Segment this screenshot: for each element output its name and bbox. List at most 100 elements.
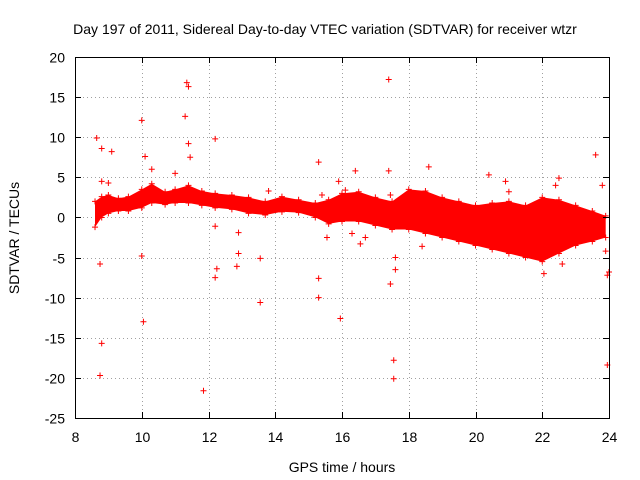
data-point [200, 387, 207, 394]
data-point [315, 275, 322, 282]
band-edge-point [472, 202, 479, 209]
data-point [212, 135, 219, 142]
x-tick-label: 18 [402, 429, 418, 445]
data-point [390, 357, 397, 364]
band-edge-point [505, 198, 512, 205]
band-edge-point [355, 188, 362, 195]
band-edge-point [198, 202, 205, 209]
band-edge-point [589, 208, 596, 215]
band-edge-point [405, 226, 412, 233]
band-edge-point [439, 234, 446, 241]
data-point [148, 166, 155, 173]
band-edge-point [472, 242, 479, 249]
band-edge-point [98, 214, 105, 221]
y-tick-label: -15 [45, 331, 65, 347]
band-edge-point [295, 209, 302, 216]
x-tick-label: 10 [135, 429, 151, 445]
x-tick-label: 22 [535, 429, 551, 445]
band-edge-point [422, 187, 429, 194]
band-edge-point [489, 200, 496, 207]
band-edge-point [105, 191, 112, 198]
data-point [138, 252, 145, 259]
data-point [385, 76, 392, 83]
band-edge-point [405, 186, 412, 193]
data-point [98, 340, 105, 347]
y-tick-label: -10 [45, 291, 65, 307]
data-point [265, 187, 272, 194]
band-edge-point [172, 186, 179, 193]
data-point [337, 315, 344, 322]
data-point [555, 175, 562, 182]
band-edge-point [325, 196, 332, 203]
y-tick-label: -20 [45, 371, 65, 387]
band-edge-point [138, 204, 145, 211]
band-edge-point [539, 258, 546, 265]
data-point [425, 163, 432, 170]
x-tick-label: 14 [268, 429, 284, 445]
data-series [92, 76, 612, 394]
data-point [419, 243, 426, 250]
band-edge-point [589, 238, 596, 245]
data-point [93, 135, 100, 142]
band-edge-point [162, 188, 169, 195]
band-edge-point [278, 193, 285, 200]
data-point [97, 260, 104, 267]
band-edge-point [372, 194, 379, 201]
band-edge-point [602, 234, 609, 241]
data-point [235, 229, 242, 236]
data-point [357, 240, 364, 247]
data-point [323, 234, 330, 241]
band-edge-point [245, 210, 252, 217]
band-edge-point [312, 200, 319, 207]
data-point [552, 182, 559, 189]
band-edge-point [455, 198, 462, 205]
data-point [172, 170, 179, 177]
band-edge-point [148, 180, 155, 187]
band-edge-point [555, 196, 562, 203]
dense-data-band [95, 183, 606, 262]
band-edge-point [115, 208, 122, 215]
data-point [387, 191, 394, 198]
band-edge-point [115, 195, 122, 202]
band-edge-point [172, 200, 179, 207]
band-edge-point [185, 200, 192, 207]
data-point [140, 318, 147, 325]
band-edge-point [98, 193, 105, 200]
data-point [235, 250, 242, 257]
x-tick-label: 20 [469, 429, 485, 445]
data-point [342, 187, 349, 194]
band-edge-point [489, 246, 496, 253]
band-edge-point [162, 201, 169, 208]
data-point [257, 299, 264, 306]
band-edge-point [125, 208, 132, 215]
data-point [213, 265, 220, 272]
band-edge-point [539, 194, 546, 201]
data-point [315, 159, 322, 166]
x-axis-label: GPS time / hours [289, 459, 396, 475]
x-tick-label: 24 [602, 429, 618, 445]
band-edge-point [262, 212, 269, 219]
data-point [98, 145, 105, 152]
data-point [387, 281, 394, 288]
data-point [540, 270, 547, 277]
band-edge-point [555, 250, 562, 257]
y-tick-label: 0 [57, 210, 65, 226]
data-point [502, 178, 509, 185]
band-edge-point [228, 206, 235, 213]
data-point [108, 148, 115, 155]
data-point [599, 182, 606, 189]
x-tick-label: 12 [202, 429, 218, 445]
data-point [385, 167, 392, 174]
x-tick-label: 8 [72, 429, 80, 445]
data-point [97, 372, 104, 379]
x-tick-label: 16 [335, 429, 351, 445]
data-point [559, 260, 566, 267]
data-point [349, 230, 356, 237]
band-edge-point [572, 242, 579, 249]
data-point [185, 83, 192, 90]
data-point [212, 274, 219, 281]
band-edge-point [505, 250, 512, 257]
band-edge-point [278, 208, 285, 215]
data-point [362, 234, 369, 241]
y-tick-label: 5 [57, 170, 65, 186]
